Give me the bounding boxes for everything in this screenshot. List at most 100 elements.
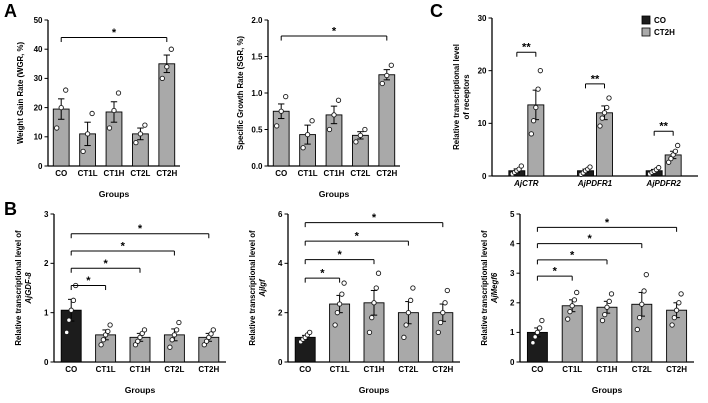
y-tick-label: 2 xyxy=(510,299,515,308)
y-tick-label: 0 xyxy=(482,172,487,181)
y-tick-label: 30 xyxy=(478,14,487,23)
data-point xyxy=(537,325,543,331)
chart-svg-wgr: 0 10 20 30 40 50 Weight Gain Rate (WGR, %) CO CT… xyxy=(16,16,180,199)
y-axis-label: Relative transcriptional level of xyxy=(14,230,23,346)
y-tick-label: 0 xyxy=(278,358,283,367)
data-point xyxy=(530,118,537,124)
data-point xyxy=(107,322,113,328)
data-point xyxy=(332,322,338,328)
significance-label: * xyxy=(570,249,575,261)
chart-svg-gdf8: 0 1 2 3 Relative transcriptional level of AjG… xyxy=(14,210,226,395)
data-point xyxy=(208,331,214,337)
chart-ajigf-transcription: 0 2 4 6 Relative transcriptional level of AjI… xyxy=(246,204,468,403)
data-point xyxy=(670,152,676,158)
x-category-label: CT2H xyxy=(156,169,177,178)
significance-brackets: * * * * xyxy=(304,212,444,283)
data-point xyxy=(326,126,333,133)
significance-label: * xyxy=(121,241,126,253)
data-point xyxy=(334,310,341,316)
significance-label: * xyxy=(112,27,117,39)
data-point xyxy=(203,338,210,344)
data-point xyxy=(362,126,368,133)
data-point xyxy=(587,164,593,170)
bar xyxy=(378,74,396,167)
y-axis-label: Relative transcriptional level of xyxy=(480,230,489,346)
data-point xyxy=(606,95,612,101)
axes: 0.0 0.5 1.0 1.5 2.0 Specific Growth Rate (SGR… xyxy=(236,16,400,199)
data-point xyxy=(599,317,606,324)
bars xyxy=(272,62,396,167)
x-category-label: CT2L xyxy=(164,365,184,374)
data-point xyxy=(339,291,345,297)
data-point xyxy=(274,123,280,129)
data-point xyxy=(569,303,575,309)
x-category-label: AjPDFR2 xyxy=(646,179,682,188)
data-point xyxy=(304,131,311,138)
significance-label: ** xyxy=(591,73,600,85)
data-point xyxy=(571,297,578,303)
data-point xyxy=(64,329,70,336)
x-category-label: AjCTR xyxy=(513,179,539,188)
data-point xyxy=(369,314,375,321)
significance-label: * xyxy=(337,249,342,261)
chart-svg-receptors: 0 10 20 30 Relative transcriptional level of … xyxy=(452,14,698,188)
data-point xyxy=(54,125,60,131)
chart-weight-gain-rate: 0 10 20 30 40 50 Weight Gain Rate (WGR, %) CO CT… xyxy=(12,4,188,207)
bars xyxy=(60,282,220,363)
chart-svg-igf: 0 2 4 6 Relative transcriptional level of AjI… xyxy=(248,210,460,395)
data-point xyxy=(309,118,315,124)
data-point xyxy=(668,155,674,162)
axes: 0 10 20 30 Relative transcriptional level of … xyxy=(452,14,698,188)
data-point xyxy=(68,307,74,313)
data-point xyxy=(604,304,610,310)
data-point xyxy=(565,316,571,322)
significance-label: ** xyxy=(659,121,668,133)
y-tick-label: 1.0 xyxy=(251,89,263,98)
data-point xyxy=(602,311,608,318)
data-point xyxy=(353,139,359,145)
data-point xyxy=(58,104,64,111)
data-point xyxy=(534,329,541,336)
x-category-label: CT1H xyxy=(104,169,125,178)
x-category-label: CT1L xyxy=(562,365,582,374)
x-axis-label: Groups xyxy=(359,385,390,395)
x-category-label: CT1H xyxy=(130,365,151,374)
chart-receptor-transcription: 0 10 20 30 Relative transcriptional level of … xyxy=(450,4,704,207)
data-point xyxy=(159,75,165,82)
y-tick-label: 40 xyxy=(34,45,43,54)
y-axis-label: Weight Gain Rate (WGR, %) xyxy=(16,42,25,144)
y-axis-label: AjGDF-8 xyxy=(24,272,33,305)
data-point xyxy=(675,142,681,149)
y-tick-label: 0 xyxy=(510,358,515,367)
x-axis-label: Groups xyxy=(125,385,156,395)
x-category-label: CT2L xyxy=(130,169,150,178)
data-point xyxy=(142,122,148,128)
x-category-label: CT1L xyxy=(298,169,318,178)
data-point xyxy=(366,329,373,336)
data-point xyxy=(384,72,390,79)
y-tick-label: 1 xyxy=(510,328,515,337)
data-point xyxy=(70,297,77,303)
data-point xyxy=(410,285,416,291)
axes: 0 10 20 30 40 50 Weight Gain Rate (WGR, %) CO CT… xyxy=(16,16,180,199)
data-point xyxy=(388,62,394,68)
data-point xyxy=(133,139,139,146)
bars xyxy=(52,46,176,167)
data-point xyxy=(307,329,313,336)
data-point xyxy=(335,97,342,103)
data-point xyxy=(636,314,643,321)
data-point xyxy=(608,291,615,297)
data-point xyxy=(643,272,649,278)
y-tick-label: 30 xyxy=(34,74,43,83)
x-category-label: CT1H xyxy=(597,365,618,374)
data-point xyxy=(533,104,539,111)
data-point xyxy=(401,334,407,340)
data-point xyxy=(167,344,173,350)
axes: 0 1 2 3 4 5 Relative transcriptional level of A… xyxy=(480,210,694,395)
y-tick-label: 20 xyxy=(34,103,43,112)
significance-brackets: * xyxy=(280,26,388,41)
data-point xyxy=(666,159,672,165)
data-point xyxy=(634,326,640,333)
x-axis-label: Groups xyxy=(99,189,130,199)
y-tick-label: 3 xyxy=(44,210,49,219)
